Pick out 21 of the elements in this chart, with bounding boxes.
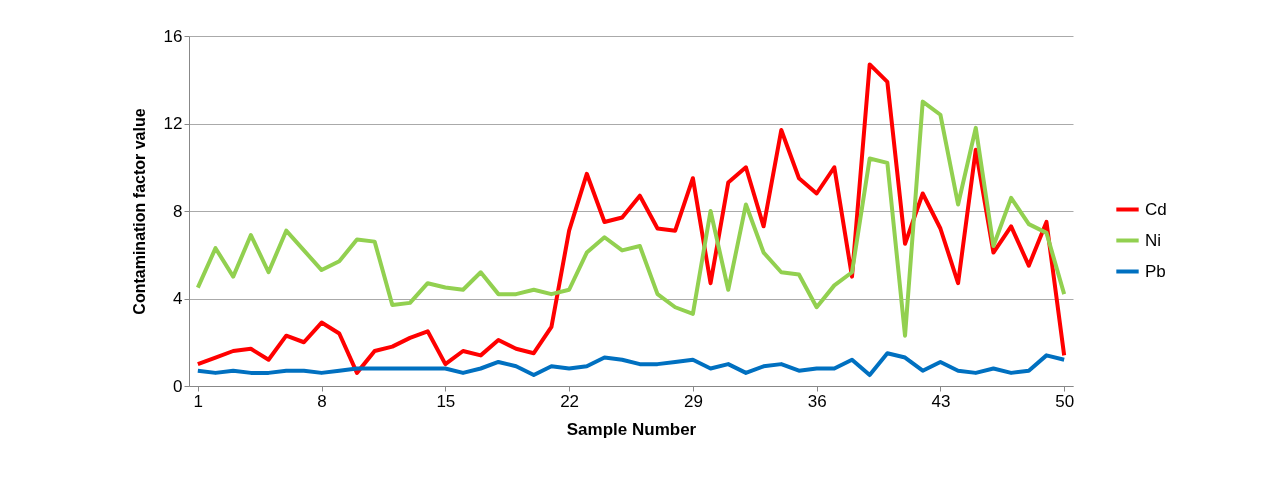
x-tick-label: 1: [193, 391, 204, 411]
line-series: [195, 351, 1067, 378]
x-tick-label: 29: [683, 391, 703, 411]
line-series: [195, 62, 1067, 375]
x-axis-title: Sample Number: [566, 419, 697, 439]
y-tick-label: 16: [163, 26, 183, 46]
y-tick-label: 8: [173, 201, 183, 221]
x-tick-label: 22: [560, 391, 580, 411]
y-tick-label: 4: [173, 289, 183, 308]
y-axis-title: Contamination factor value: [130, 108, 148, 315]
x-tick-label: 43: [931, 391, 951, 411]
line-series: [195, 99, 1067, 338]
x-tick-label: 50: [1055, 391, 1075, 411]
x-tick-label: 8: [317, 391, 327, 411]
x-tick-label: 15: [436, 391, 456, 411]
legend-label: Pb: [1145, 261, 1166, 281]
legend-label: Ni: [1145, 230, 1162, 250]
legend-label: Cd: [1145, 199, 1167, 219]
y-tick-label: 0: [173, 376, 183, 396]
x-tick-label: 36: [807, 391, 827, 411]
y-tick-label: 12: [163, 114, 183, 133]
